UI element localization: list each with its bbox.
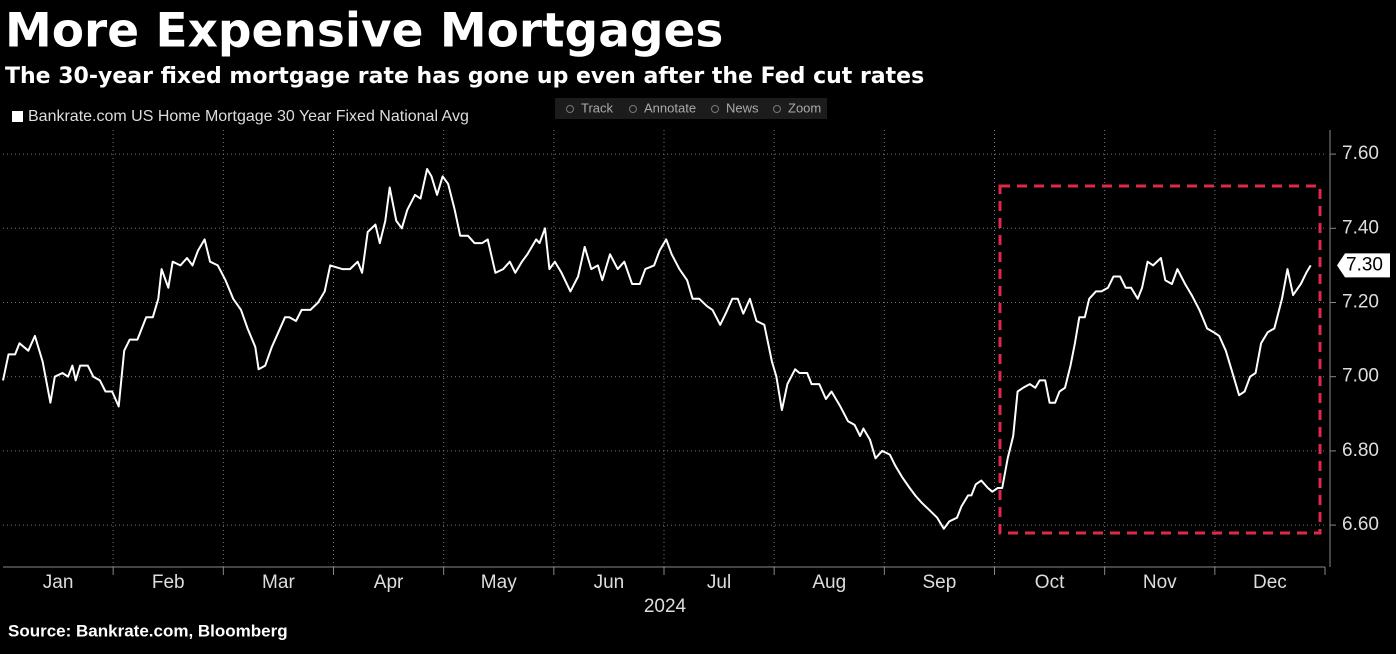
toolbar-icon [711, 105, 719, 113]
toolbar [555, 98, 827, 119]
toolbar-button[interactable]: Track [581, 100, 614, 115]
x-tick-label: Jun [594, 572, 625, 593]
x-tick-label: Nov [1143, 572, 1177, 593]
legend-label: Bankrate.com US Home Mortgage 30 Year Fi… [28, 108, 469, 125]
x-tick-label: Dec [1253, 572, 1287, 593]
toolbar-icon [566, 105, 574, 113]
chart-subtitle: The 30-year fixed mortgage rate has gone… [5, 64, 924, 89]
x-axis-label: 2024 [644, 596, 687, 617]
x-tick-label: May [481, 572, 517, 593]
highlight-box [998, 184, 1322, 535]
legend-swatch [12, 111, 23, 122]
source: Source: Bankrate.com, Bloomberg [8, 621, 288, 640]
x-tick-label: Apr [374, 572, 404, 593]
toolbar-icon [629, 105, 637, 113]
y-tick-label: 7.60 [1342, 143, 1379, 164]
x-tick-label: Jan [43, 572, 74, 593]
y-tick-label: 6.80 [1342, 440, 1379, 461]
y-tick-label: 6.60 [1342, 514, 1379, 535]
y-tick-label: 7.20 [1342, 292, 1379, 313]
toolbar-icon [773, 105, 781, 113]
toolbar-buttons: Track Annotate News Zoom [566, 100, 821, 115]
x-tick-label: Mar [262, 572, 295, 593]
x-tick-label: Aug [812, 572, 846, 593]
x-tick-label: Jul [707, 572, 731, 593]
y-tick-label: 7.40 [1342, 217, 1379, 238]
toolbar-button[interactable]: News [726, 100, 759, 115]
x-tick-label: Sep [923, 572, 957, 593]
toolbar-button[interactable]: Annotate [644, 100, 696, 115]
y-tick-label: 7.00 [1342, 366, 1379, 387]
end-label-box [1337, 253, 1390, 278]
line [2, 168, 1312, 530]
x-tick-label: Feb [152, 572, 185, 593]
chart-title: More Expensive Mortgages [5, 4, 723, 59]
toolbar-button[interactable]: Zoom [788, 100, 821, 115]
end-label: 7.30 [1346, 254, 1383, 275]
x-tick-label: Oct [1035, 572, 1065, 593]
